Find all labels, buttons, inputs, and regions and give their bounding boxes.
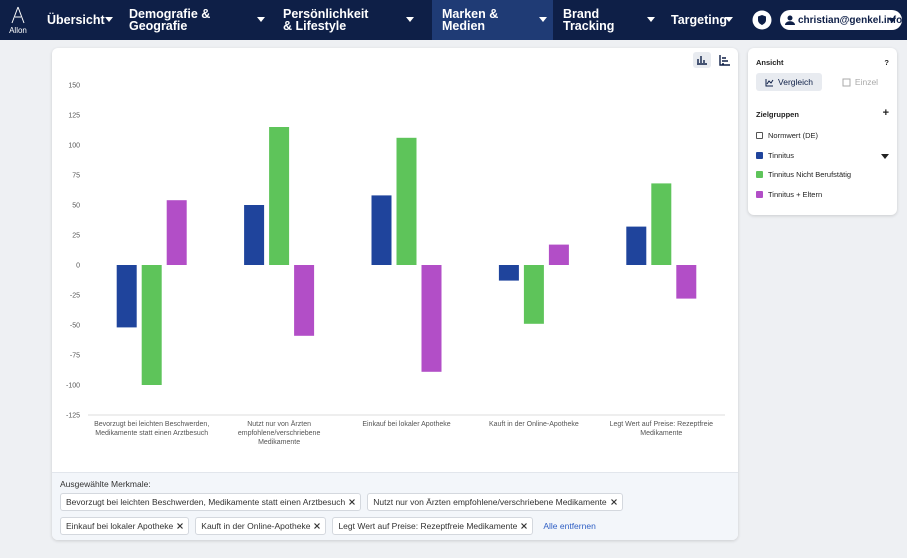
bar bbox=[166, 200, 187, 265]
nav-item[interactable]: Persönlichkeit & Lifestyle bbox=[273, 0, 420, 40]
bar bbox=[498, 265, 519, 281]
bar bbox=[269, 127, 290, 265]
y-tick-label: 100 bbox=[68, 143, 80, 150]
x-tick-label: Bevorzugt bei leichten Beschwerden, Medi… bbox=[94, 421, 210, 437]
logo-text: Allon bbox=[9, 26, 27, 35]
view-option[interactable]: Vergleich bbox=[756, 73, 822, 91]
selected-features: Ausgewählte Merkmale: Bevorzugt bei leic… bbox=[52, 472, 738, 540]
feature-chip[interactable]: Kauft in der Online-Apotheke bbox=[195, 517, 327, 535]
x-tick-label: Legt Wert auf Preise: Rezeptfreie Medika… bbox=[609, 421, 713, 437]
nav-label: Targeting bbox=[671, 13, 728, 27]
nav-item[interactable]: Brand Tracking bbox=[553, 0, 661, 40]
user-icon bbox=[785, 15, 795, 25]
bar bbox=[396, 137, 417, 265]
nav-label: Marken & Medien bbox=[442, 7, 499, 33]
bar bbox=[141, 265, 162, 385]
y-tick-label: 150 bbox=[68, 83, 80, 90]
legend-label: Tinnitus + Eltern bbox=[768, 190, 823, 199]
bar bbox=[421, 265, 442, 372]
view-option-label: Einzel bbox=[854, 77, 879, 87]
selection-title: Ausgewählte Merkmale: bbox=[60, 479, 151, 489]
chip-label: Legt Wert auf Preise: Rezeptfreie Medika… bbox=[338, 521, 518, 531]
x-tick-label: Kauft in der Online-Apotheke bbox=[488, 421, 579, 428]
chip-label: Bevorzugt bei leichten Beschwerden, Medi… bbox=[66, 497, 346, 507]
icon bbox=[842, 78, 851, 86]
legend-swatch bbox=[756, 152, 763, 159]
chip-remove[interactable] bbox=[610, 499, 617, 505]
legend-swatch bbox=[756, 171, 763, 178]
y-tick-label: -100 bbox=[66, 383, 80, 390]
y-tick-label: 0 bbox=[76, 263, 80, 270]
feature-chip[interactable]: Legt Wert auf Preise: Rezeptfreie Medika… bbox=[332, 517, 534, 535]
nav-label: Brand Tracking bbox=[563, 7, 615, 33]
chip-label: Einkauf bei lokaler Apotheke bbox=[66, 521, 174, 531]
bar bbox=[371, 195, 392, 265]
legend-item[interactable]: Tinnitus + Eltern bbox=[756, 190, 822, 199]
feature-chip[interactable]: Bevorzugt bei leichten Beschwerden, Medi… bbox=[60, 493, 362, 511]
nav-label: Demografie & Geografie bbox=[129, 7, 211, 33]
checkbox[interactable] bbox=[756, 132, 763, 139]
user-menu[interactable]: christian@genkel.info bbox=[780, 10, 902, 30]
y-tick-label: 25 bbox=[72, 233, 80, 240]
y-tick-label: 125 bbox=[68, 113, 80, 120]
chip-remove[interactable] bbox=[314, 523, 321, 529]
legend-item[interactable]: Tinnitus bbox=[756, 151, 889, 160]
chip-label: Nutzt nur von Ärzten empfohlene/verschri… bbox=[373, 497, 607, 507]
x-tick-label: Einkauf bei lokaler Apotheke bbox=[362, 421, 451, 428]
sidebar: Ansicht ? Vergleich Einzel Zielgruppen +… bbox=[748, 48, 897, 215]
bar bbox=[244, 205, 265, 265]
horizontal-bar-toggle[interactable] bbox=[719, 55, 730, 66]
shield-button[interactable] bbox=[752, 10, 772, 30]
feature-chip[interactable]: Nutzt nur von Ärzten empfohlene/verschri… bbox=[367, 493, 623, 511]
group-row[interactable]: Normwert (DE) bbox=[756, 131, 818, 140]
bar bbox=[676, 265, 697, 299]
view-option-label: Vergleich bbox=[778, 77, 813, 87]
chart-card: -125 -100 -75 -50 -25 0 25 50 75 100 125 150 Bevorz… bbox=[52, 48, 738, 540]
x-tick-label: Nutzt nur von Ärzten empfohlene/verschri… bbox=[237, 421, 321, 446]
chip-label: Kauft in der Online-Apotheke bbox=[201, 521, 311, 531]
y-tick-label: -25 bbox=[70, 293, 80, 300]
help-button[interactable]: ? bbox=[884, 58, 889, 67]
bar bbox=[523, 265, 544, 324]
group-name: Normwert (DE) bbox=[768, 131, 818, 140]
chip-remove[interactable] bbox=[177, 523, 184, 529]
y-tick-label: -75 bbox=[70, 353, 80, 360]
y-tick-label: 50 bbox=[72, 203, 80, 210]
add-group-button[interactable]: + bbox=[882, 107, 889, 119]
nav-item[interactable]: Marken & Medien bbox=[432, 0, 553, 40]
chip-list: Bevorzugt bei leichten Beschwerden, Medi… bbox=[60, 493, 730, 535]
nav-label: Übersicht bbox=[47, 13, 105, 27]
legend-item[interactable]: Tinnitus Nicht Berufstätig bbox=[756, 170, 851, 179]
chart-toolbar bbox=[693, 52, 730, 68]
feature-chip[interactable]: Einkauf bei lokaler Apotheke bbox=[60, 517, 190, 535]
bar bbox=[626, 226, 647, 265]
bar bbox=[651, 183, 672, 265]
user-email: christian@genkel.info bbox=[798, 14, 903, 26]
chart: -125 -100 -75 -50 -25 0 25 50 75 100 125 150 bbox=[66, 83, 725, 420]
icon bbox=[765, 78, 774, 86]
bar bbox=[294, 265, 315, 336]
y-tick-label: -50 bbox=[70, 323, 80, 330]
nav-label: Persönlichkeit & Lifestyle bbox=[283, 7, 369, 33]
view-title: Ansicht bbox=[756, 58, 784, 67]
legend-label: Tinnitus Nicht Berufstätig bbox=[768, 170, 852, 179]
nav-bar: Allon Übersicht Demografie & Geografie P… bbox=[0, 0, 907, 40]
logo-icon bbox=[11, 6, 25, 24]
logo[interactable]: Allon bbox=[4, 6, 32, 35]
clear-all-link[interactable]: Alle entfernen bbox=[543, 521, 596, 531]
chip-remove[interactable] bbox=[521, 523, 528, 529]
bar bbox=[116, 265, 137, 328]
groups-title: Zielgruppen bbox=[756, 110, 799, 119]
nav-item[interactable]: Targeting bbox=[661, 0, 739, 40]
y-tick-label: 75 bbox=[72, 173, 80, 180]
chip-remove[interactable] bbox=[349, 499, 356, 505]
legend-swatch bbox=[756, 191, 763, 198]
y-tick-label: -125 bbox=[66, 413, 80, 420]
legend-label: Tinnitus bbox=[768, 151, 794, 160]
bar bbox=[548, 244, 569, 265]
view-option[interactable]: Einzel bbox=[832, 73, 888, 91]
nav-item[interactable]: Demografie & Geografie bbox=[119, 0, 271, 40]
nav-item[interactable]: Übersicht bbox=[37, 0, 119, 40]
